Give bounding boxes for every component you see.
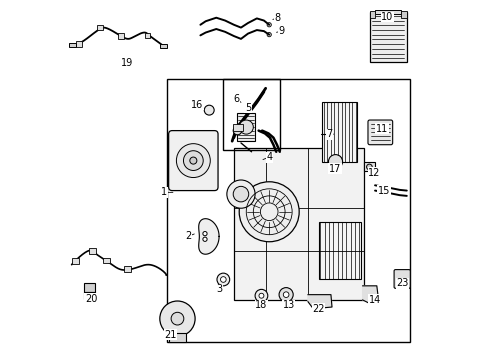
Circle shape <box>183 151 203 171</box>
Bar <box>103 258 110 263</box>
Bar <box>123 266 131 272</box>
Text: 12: 12 <box>367 168 380 178</box>
Circle shape <box>203 237 207 242</box>
Text: 7: 7 <box>325 129 332 139</box>
FancyBboxPatch shape <box>393 270 409 288</box>
Circle shape <box>239 120 253 134</box>
FancyBboxPatch shape <box>168 131 218 190</box>
Text: 16: 16 <box>191 100 203 110</box>
Bar <box>97 25 102 30</box>
Text: 11: 11 <box>375 124 387 134</box>
Text: 9: 9 <box>278 26 285 36</box>
Circle shape <box>366 164 371 170</box>
Circle shape <box>328 154 342 169</box>
Text: 21: 21 <box>164 329 176 339</box>
Text: 15: 15 <box>377 186 389 195</box>
Text: 3: 3 <box>216 284 223 294</box>
Polygon shape <box>307 294 331 309</box>
Bar <box>69 43 76 48</box>
Circle shape <box>203 231 207 236</box>
Bar <box>237 113 255 141</box>
Circle shape <box>189 157 197 164</box>
Bar <box>76 41 81 47</box>
Bar <box>144 32 150 38</box>
Bar <box>363 162 374 171</box>
Circle shape <box>217 273 229 286</box>
Text: 8: 8 <box>274 13 280 23</box>
Bar <box>233 148 364 300</box>
Text: 22: 22 <box>312 304 324 314</box>
Polygon shape <box>362 286 378 303</box>
FancyBboxPatch shape <box>367 120 392 145</box>
Circle shape <box>266 23 271 27</box>
Circle shape <box>176 144 210 177</box>
Text: 14: 14 <box>368 295 380 305</box>
Bar <box>72 258 79 264</box>
Bar <box>84 292 94 299</box>
Text: 13: 13 <box>282 300 294 310</box>
Circle shape <box>266 32 271 37</box>
Polygon shape <box>198 219 219 254</box>
Text: 2: 2 <box>184 231 191 242</box>
Bar <box>401 11 406 18</box>
Bar <box>374 10 401 14</box>
Circle shape <box>204 105 214 115</box>
Circle shape <box>283 292 288 297</box>
Bar <box>88 248 96 254</box>
Bar <box>166 80 409 342</box>
Circle shape <box>171 312 183 325</box>
Bar <box>322 102 357 162</box>
Text: 23: 23 <box>396 278 408 288</box>
Text: 5: 5 <box>244 103 251 113</box>
Circle shape <box>226 180 255 208</box>
Bar <box>84 283 94 292</box>
Circle shape <box>160 301 195 336</box>
Text: 4: 4 <box>265 152 272 162</box>
Text: 6: 6 <box>233 94 239 104</box>
Bar <box>369 12 406 62</box>
Text: 20: 20 <box>85 294 97 304</box>
Bar <box>369 11 374 18</box>
Text: 17: 17 <box>328 164 341 174</box>
Circle shape <box>233 186 248 202</box>
Bar <box>223 80 279 150</box>
Circle shape <box>259 293 264 298</box>
Circle shape <box>239 182 299 242</box>
Text: 1: 1 <box>161 187 167 197</box>
Text: 10: 10 <box>381 12 393 22</box>
Bar <box>118 33 123 39</box>
Circle shape <box>233 126 241 135</box>
Bar <box>168 333 186 342</box>
Circle shape <box>255 289 267 302</box>
Circle shape <box>279 288 293 302</box>
Text: 19: 19 <box>121 58 133 68</box>
Bar <box>160 44 166 48</box>
Circle shape <box>220 277 225 282</box>
Bar <box>318 222 360 279</box>
Bar <box>232 123 243 131</box>
Text: 18: 18 <box>255 300 267 310</box>
